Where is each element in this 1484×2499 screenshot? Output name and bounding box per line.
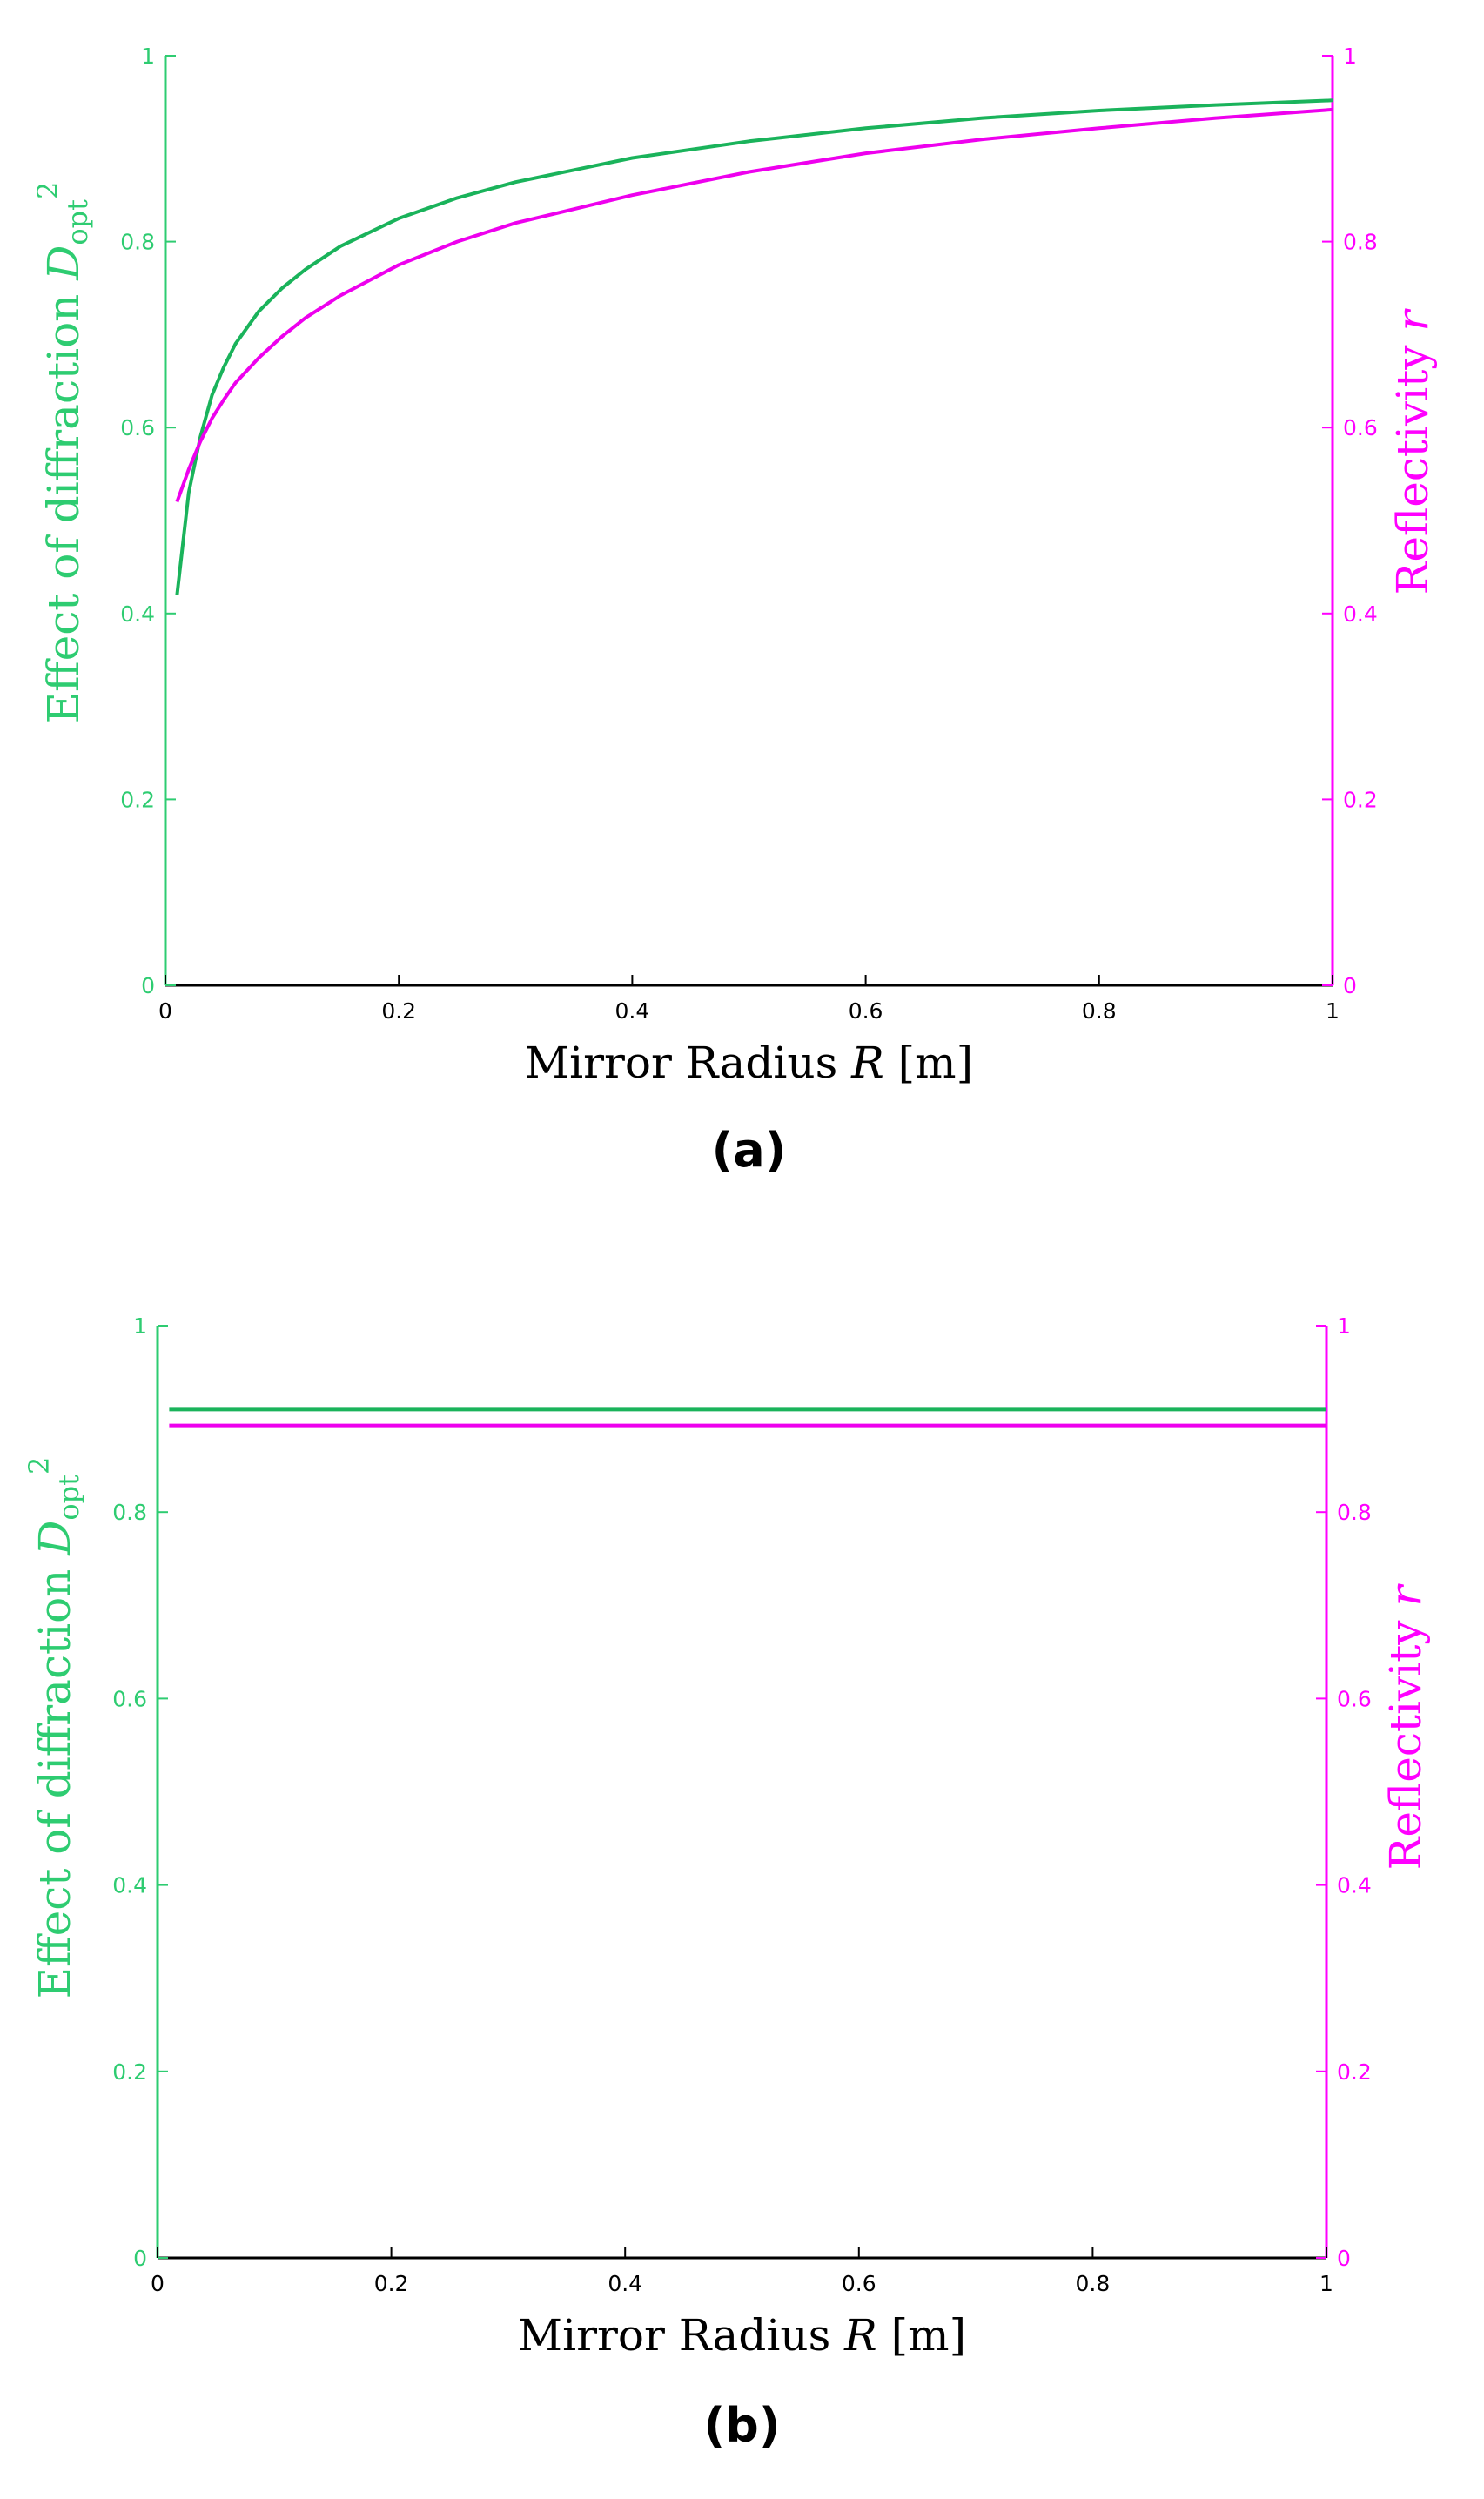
left-y-tick-label: 0: [133, 2246, 147, 2271]
right-y-tick-label: 0.6: [1343, 415, 1378, 440]
x-tick-label: 0.8: [1082, 998, 1117, 1024]
x-tick-label: 0.4: [608, 2271, 642, 2296]
right-y-tick-label: 0.2: [1337, 2059, 1372, 2085]
right-y-tick-label: 1: [1343, 44, 1357, 69]
x-axis-title: Mirror Radius R [m]: [518, 2310, 966, 2361]
left-y-tick-label: 0.2: [120, 787, 155, 812]
right-y-tick-label: 0: [1343, 973, 1357, 998]
left-y-tick-label: 0.4: [120, 601, 155, 627]
x-tick-label: 0.4: [615, 998, 650, 1024]
left-y-tick-label: 0.6: [112, 1686, 147, 1711]
x-tick-label: 0.6: [849, 998, 883, 1024]
x-tick-label: 0: [158, 998, 172, 1024]
x-axis-title-symbol: R: [850, 1038, 884, 1088]
left-y-tick-label: 1: [133, 1313, 147, 1339]
left-y-axis-title-text: Effect of diffraction: [38, 280, 89, 724]
x-tick-label: 0.6: [842, 2271, 876, 2296]
series-line-reflectivity: [175, 107, 1333, 503]
left-y-axis-title-superscript: 2: [23, 1457, 56, 1475]
left-y-axis-title-subscript: opt: [52, 1475, 85, 1521]
x-axis-title-symbol: R: [843, 2310, 877, 2361]
left-y-axis-title: Effect of diffraction Dopt2: [23, 1457, 85, 1999]
left-y-tick-label: 0.4: [112, 1873, 147, 1898]
x-tick-label: 0.8: [1076, 2271, 1111, 2296]
series-line-diffraction: [175, 98, 1333, 595]
left-y-axis-title-text: Effect of diffraction: [30, 1555, 80, 1999]
left-y-tick-label: 0.6: [120, 415, 155, 440]
right-y-axis-title-symbol: r: [1380, 1583, 1431, 1607]
right-y-tick-label: 0.8: [1337, 1500, 1372, 1525]
x-tick-label: 0.2: [381, 998, 416, 1024]
chart-panel-b: 0 0.2 0.4 0.6 0.8 10 00.2 0.20.4 0.40.6 0.60.8 0.8…: [23, 1313, 1431, 2453]
right-y-tick-label: 0.8: [1343, 230, 1378, 255]
panel-label: (a): [712, 1123, 787, 1178]
x-tick-label: 0: [151, 2271, 165, 2296]
right-y-tick-label: 0.2: [1343, 787, 1378, 812]
right-y-tick-label: 0.6: [1337, 1686, 1372, 1711]
right-y-tick-label: 1: [1337, 1313, 1351, 1339]
x-axis-title-text: Mirror Radius: [518, 2310, 844, 2361]
x-tick-label: 1: [1326, 998, 1340, 1024]
right-y-axis-title: Reflectivity r: [1387, 308, 1438, 595]
left-y-tick-label: 0: [141, 973, 155, 998]
panel-label: (b): [703, 2398, 780, 2453]
left-y-axis-title-subscript: opt: [61, 199, 94, 245]
left-y-axis-title: Effect of diffraction Dopt2: [31, 182, 94, 724]
right-y-tick-label: 0: [1337, 2246, 1351, 2271]
chart-panel-a: 0 0.2 0.4 0.6 0.8 10 00.2 0.20.4 0.40.6 0.60.8 0.8…: [31, 44, 1438, 1178]
left-y-tick-label: 0.8: [112, 1500, 147, 1525]
x-axis-title: Mirror Radius R [m]: [525, 1038, 973, 1088]
right-y-axis-title-symbol: r: [1387, 308, 1438, 332]
left-y-axis-title-symbol: D: [38, 245, 89, 281]
left-y-axis-title-symbol: D: [30, 1521, 80, 1556]
right-y-tick-label: 0.4: [1337, 1873, 1372, 1898]
x-tick-label: 1: [1319, 2271, 1333, 2296]
left-y-tick-label: 0.8: [120, 230, 155, 255]
x-axis-title-unit: [m]: [877, 2310, 966, 2361]
left-y-axis-title-superscript: 2: [31, 182, 64, 199]
x-axis-title-text: Mirror Radius: [525, 1038, 851, 1088]
right-y-axis-title-text: Reflectivity: [1387, 332, 1438, 595]
right-y-tick-label: 0.4: [1343, 601, 1378, 627]
left-y-tick-label: 1: [141, 44, 155, 69]
x-axis-title-unit: [m]: [884, 1038, 973, 1088]
left-y-tick-label: 0.2: [112, 2059, 147, 2085]
right-y-axis-title-text: Reflectivity: [1380, 1607, 1431, 1871]
x-tick-label: 0.2: [374, 2271, 409, 2296]
right-y-axis-title: Reflectivity r: [1380, 1583, 1431, 1871]
